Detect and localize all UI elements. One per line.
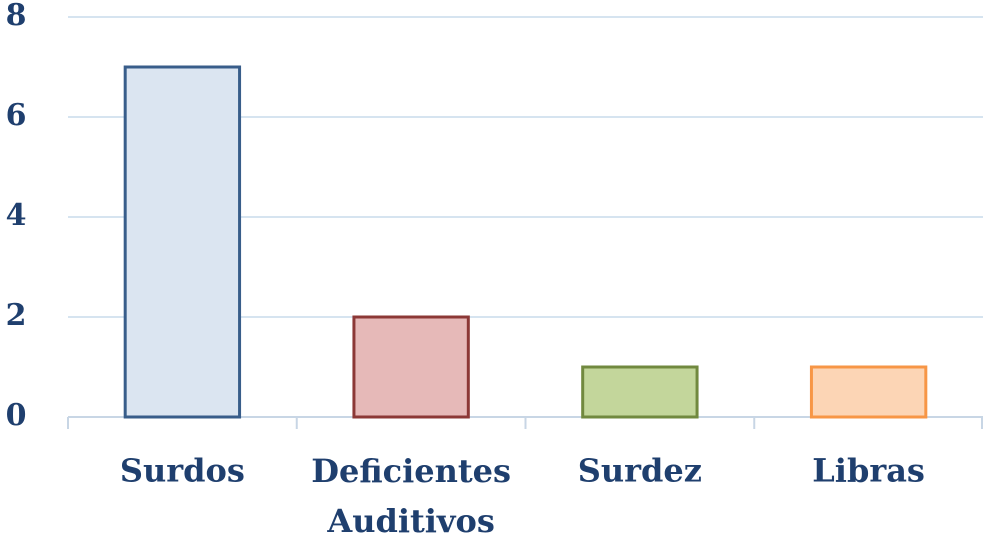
bar (352, 315, 470, 419)
bar (809, 365, 928, 419)
bar (123, 65, 242, 419)
y-tick-label: 4 (6, 198, 27, 233)
y-tick-label: 6 (6, 98, 27, 133)
x-tick-label: Surdos (120, 452, 245, 490)
y-tick-label: 0 (6, 398, 27, 433)
bar (581, 365, 699, 419)
x-tick-label: Libras (812, 452, 925, 490)
y-tick-label: 8 (6, 0, 27, 33)
y-tick-label: 2 (6, 298, 27, 333)
x-tick-label: Surdez (578, 452, 702, 490)
x-tick-label: Deficientes Auditivos (311, 452, 511, 540)
